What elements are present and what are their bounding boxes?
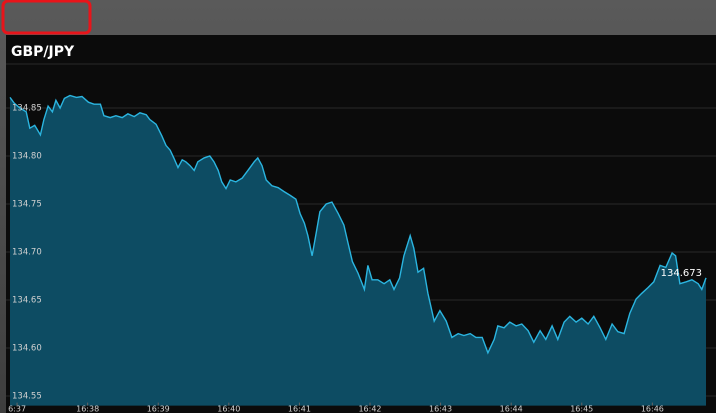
x-tick-label: 16:43 <box>429 405 452 413</box>
x-tick-label: 6:37 <box>8 405 26 413</box>
y-tick-label: 134.55 <box>12 392 42 402</box>
y-tick-label: 134.75 <box>12 200 42 210</box>
price-line <box>9 94 707 355</box>
chart-title: GBP/JPY <box>11 44 75 60</box>
last-value-label: 134.673 <box>661 268 702 279</box>
x-tick-label: 16:45 <box>570 405 593 413</box>
x-tick-label: 16:46 <box>641 405 664 413</box>
y-tick-label: 134.80 <box>12 152 42 162</box>
x-tick-label: 16:39 <box>147 405 170 413</box>
x-tick-label: 16:40 <box>217 405 240 413</box>
y-tick-label: 134.60 <box>12 344 42 354</box>
plot: 134.673 134.55 134.60 134.65 134.70 134.75 134… <box>6 63 716 413</box>
x-tick-label: 16:44 <box>500 405 523 413</box>
y-tick-label: 134.85 <box>12 104 42 114</box>
x-tick-label: 16:41 <box>288 405 311 413</box>
highlight-box <box>1 0 92 35</box>
x-tick-label: 16:38 <box>76 405 99 413</box>
y-tick-label: 134.65 <box>12 296 42 306</box>
x-tick-label: 16:42 <box>358 405 381 413</box>
y-tick-label: 134.70 <box>12 248 42 258</box>
area-fill <box>10 95 706 406</box>
